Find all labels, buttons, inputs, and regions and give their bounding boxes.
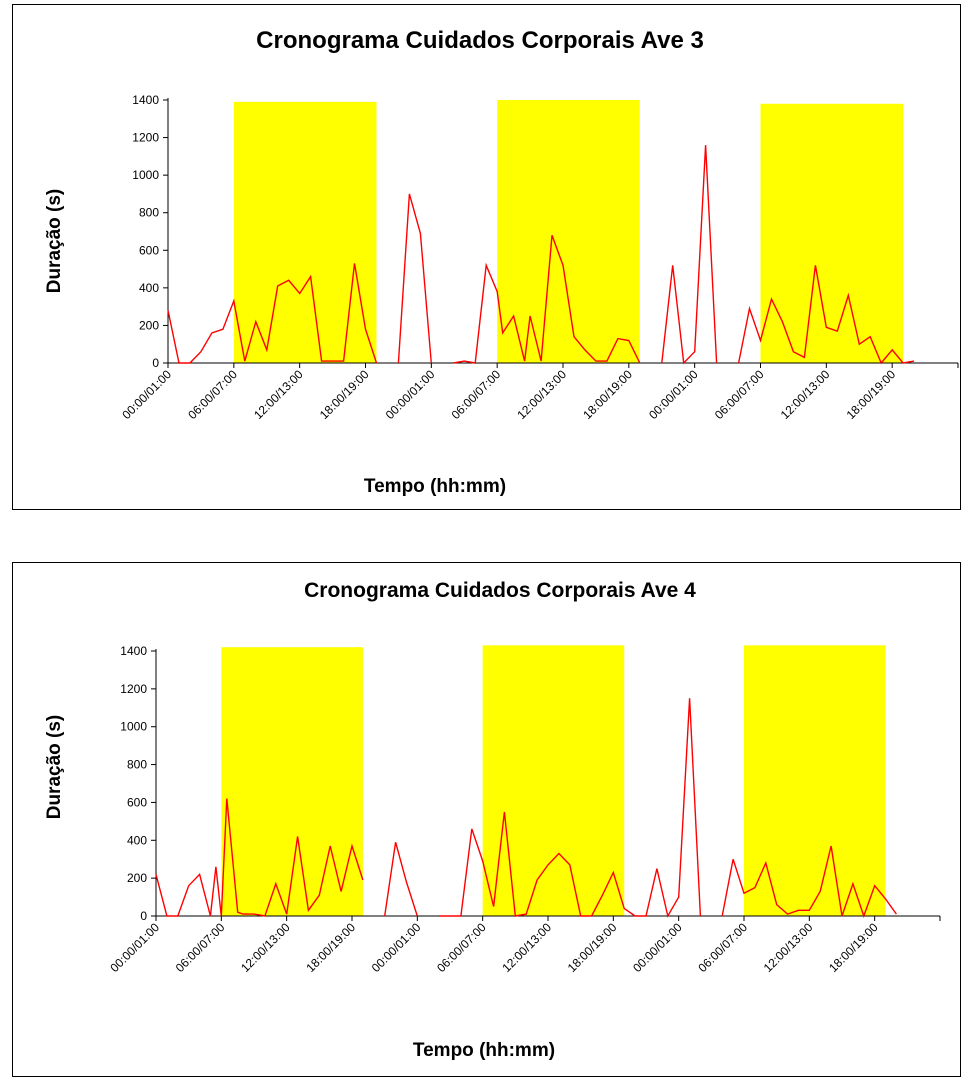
highlight-period <box>760 103 904 363</box>
series-line <box>737 265 915 365</box>
highlight-period <box>744 645 886 916</box>
y-tick-label: 1400 <box>132 93 159 107</box>
series-line <box>384 842 418 917</box>
x-axis-label: Tempo (hh:mm) <box>364 476 506 497</box>
y-tick-label: 200 <box>127 871 147 885</box>
highlight-period <box>482 645 625 916</box>
y-tick-label: 200 <box>139 318 159 332</box>
x-tick-label: 18:00/19:00 <box>826 920 881 975</box>
x-tick-label: 12:00/13:00 <box>499 920 554 975</box>
chart-title: Cronograma Cuidados Corporais Ave 3 <box>256 27 704 54</box>
x-tick-label: 18:00/19:00 <box>565 920 620 975</box>
y-tick-label: 800 <box>139 206 159 220</box>
chart-panel-ave-3: Cronograma Cuidados Corporais Ave 3 Temp… <box>12 4 961 510</box>
x-tick-label: 18:00/19:00 <box>844 367 899 422</box>
x-tick-label: 12:00/13:00 <box>514 367 569 422</box>
x-tick-label: 06:00/07:00 <box>434 920 489 975</box>
y-tick-label: 0 <box>140 909 147 923</box>
highlight-period <box>233 101 377 363</box>
x-tick-label: 12:00/13:00 <box>251 367 306 422</box>
x-tick-label: 00:00/01:00 <box>646 367 701 422</box>
y-tick-label: 0 <box>152 356 159 370</box>
x-tick-label: 06:00/07:00 <box>173 920 228 975</box>
y-tick-label: 400 <box>139 281 159 295</box>
series-line <box>439 698 702 918</box>
y-tick-label: 1200 <box>120 682 147 696</box>
x-axis-label: Tempo (hh:mm) <box>413 1040 555 1061</box>
x-tick-label: 00:00/01:00 <box>119 367 174 422</box>
x-tick-label: 06:00/07:00 <box>185 367 240 422</box>
x-tick-label: 12:00/13:00 <box>238 920 293 975</box>
x-tick-label: 00:00/01:00 <box>369 920 424 975</box>
x-tick-label: 12:00/13:00 <box>761 920 816 975</box>
chart-ave-3: Cronograma Cuidados Corporais Ave 3 Temp… <box>44 27 959 497</box>
x-tick-label: 12:00/13:00 <box>778 367 833 422</box>
x-tick-label: 06:00/07:00 <box>712 367 767 422</box>
y-tick-label: 800 <box>127 758 147 772</box>
y-tick-label: 600 <box>139 243 159 257</box>
series-line <box>661 145 718 365</box>
series-line <box>155 798 364 917</box>
chart-title: Cronograma Cuidados Corporais Ave 4 <box>304 579 696 602</box>
y-tick-label: 600 <box>127 795 147 809</box>
y-tick-label: 1200 <box>132 131 159 145</box>
highlight-period <box>497 100 640 363</box>
x-tick-label: 06:00/07:00 <box>695 920 750 975</box>
x-tick-label: 00:00/01:00 <box>107 920 162 975</box>
y-tick-label: 1000 <box>120 720 147 734</box>
series-line <box>721 845 897 919</box>
x-tick-label: 18:00/19:00 <box>303 920 358 975</box>
x-tick-label: 18:00/19:00 <box>580 367 635 422</box>
y-tick-label: 1400 <box>120 644 147 658</box>
chart-ave-4: Cronograma Cuidados Corporais Ave 4 Temp… <box>44 579 941 1061</box>
x-tick-label: 06:00/07:00 <box>449 367 504 422</box>
series-line <box>397 193 432 364</box>
x-tick-label: 18:00/19:00 <box>317 367 372 422</box>
y-tick-label: 400 <box>127 833 147 847</box>
series-line <box>167 263 378 364</box>
x-tick-label: 00:00/01:00 <box>630 920 685 975</box>
series-line <box>453 235 641 364</box>
y-axis-label: Duração (s) <box>44 189 65 294</box>
y-axis-label: Duração (s) <box>44 715 65 820</box>
x-tick-label: 00:00/01:00 <box>383 367 438 422</box>
chart-panel-ave-4: Cronograma Cuidados Corporais Ave 4 Temp… <box>12 562 961 1077</box>
y-tick-label: 1000 <box>132 168 159 182</box>
